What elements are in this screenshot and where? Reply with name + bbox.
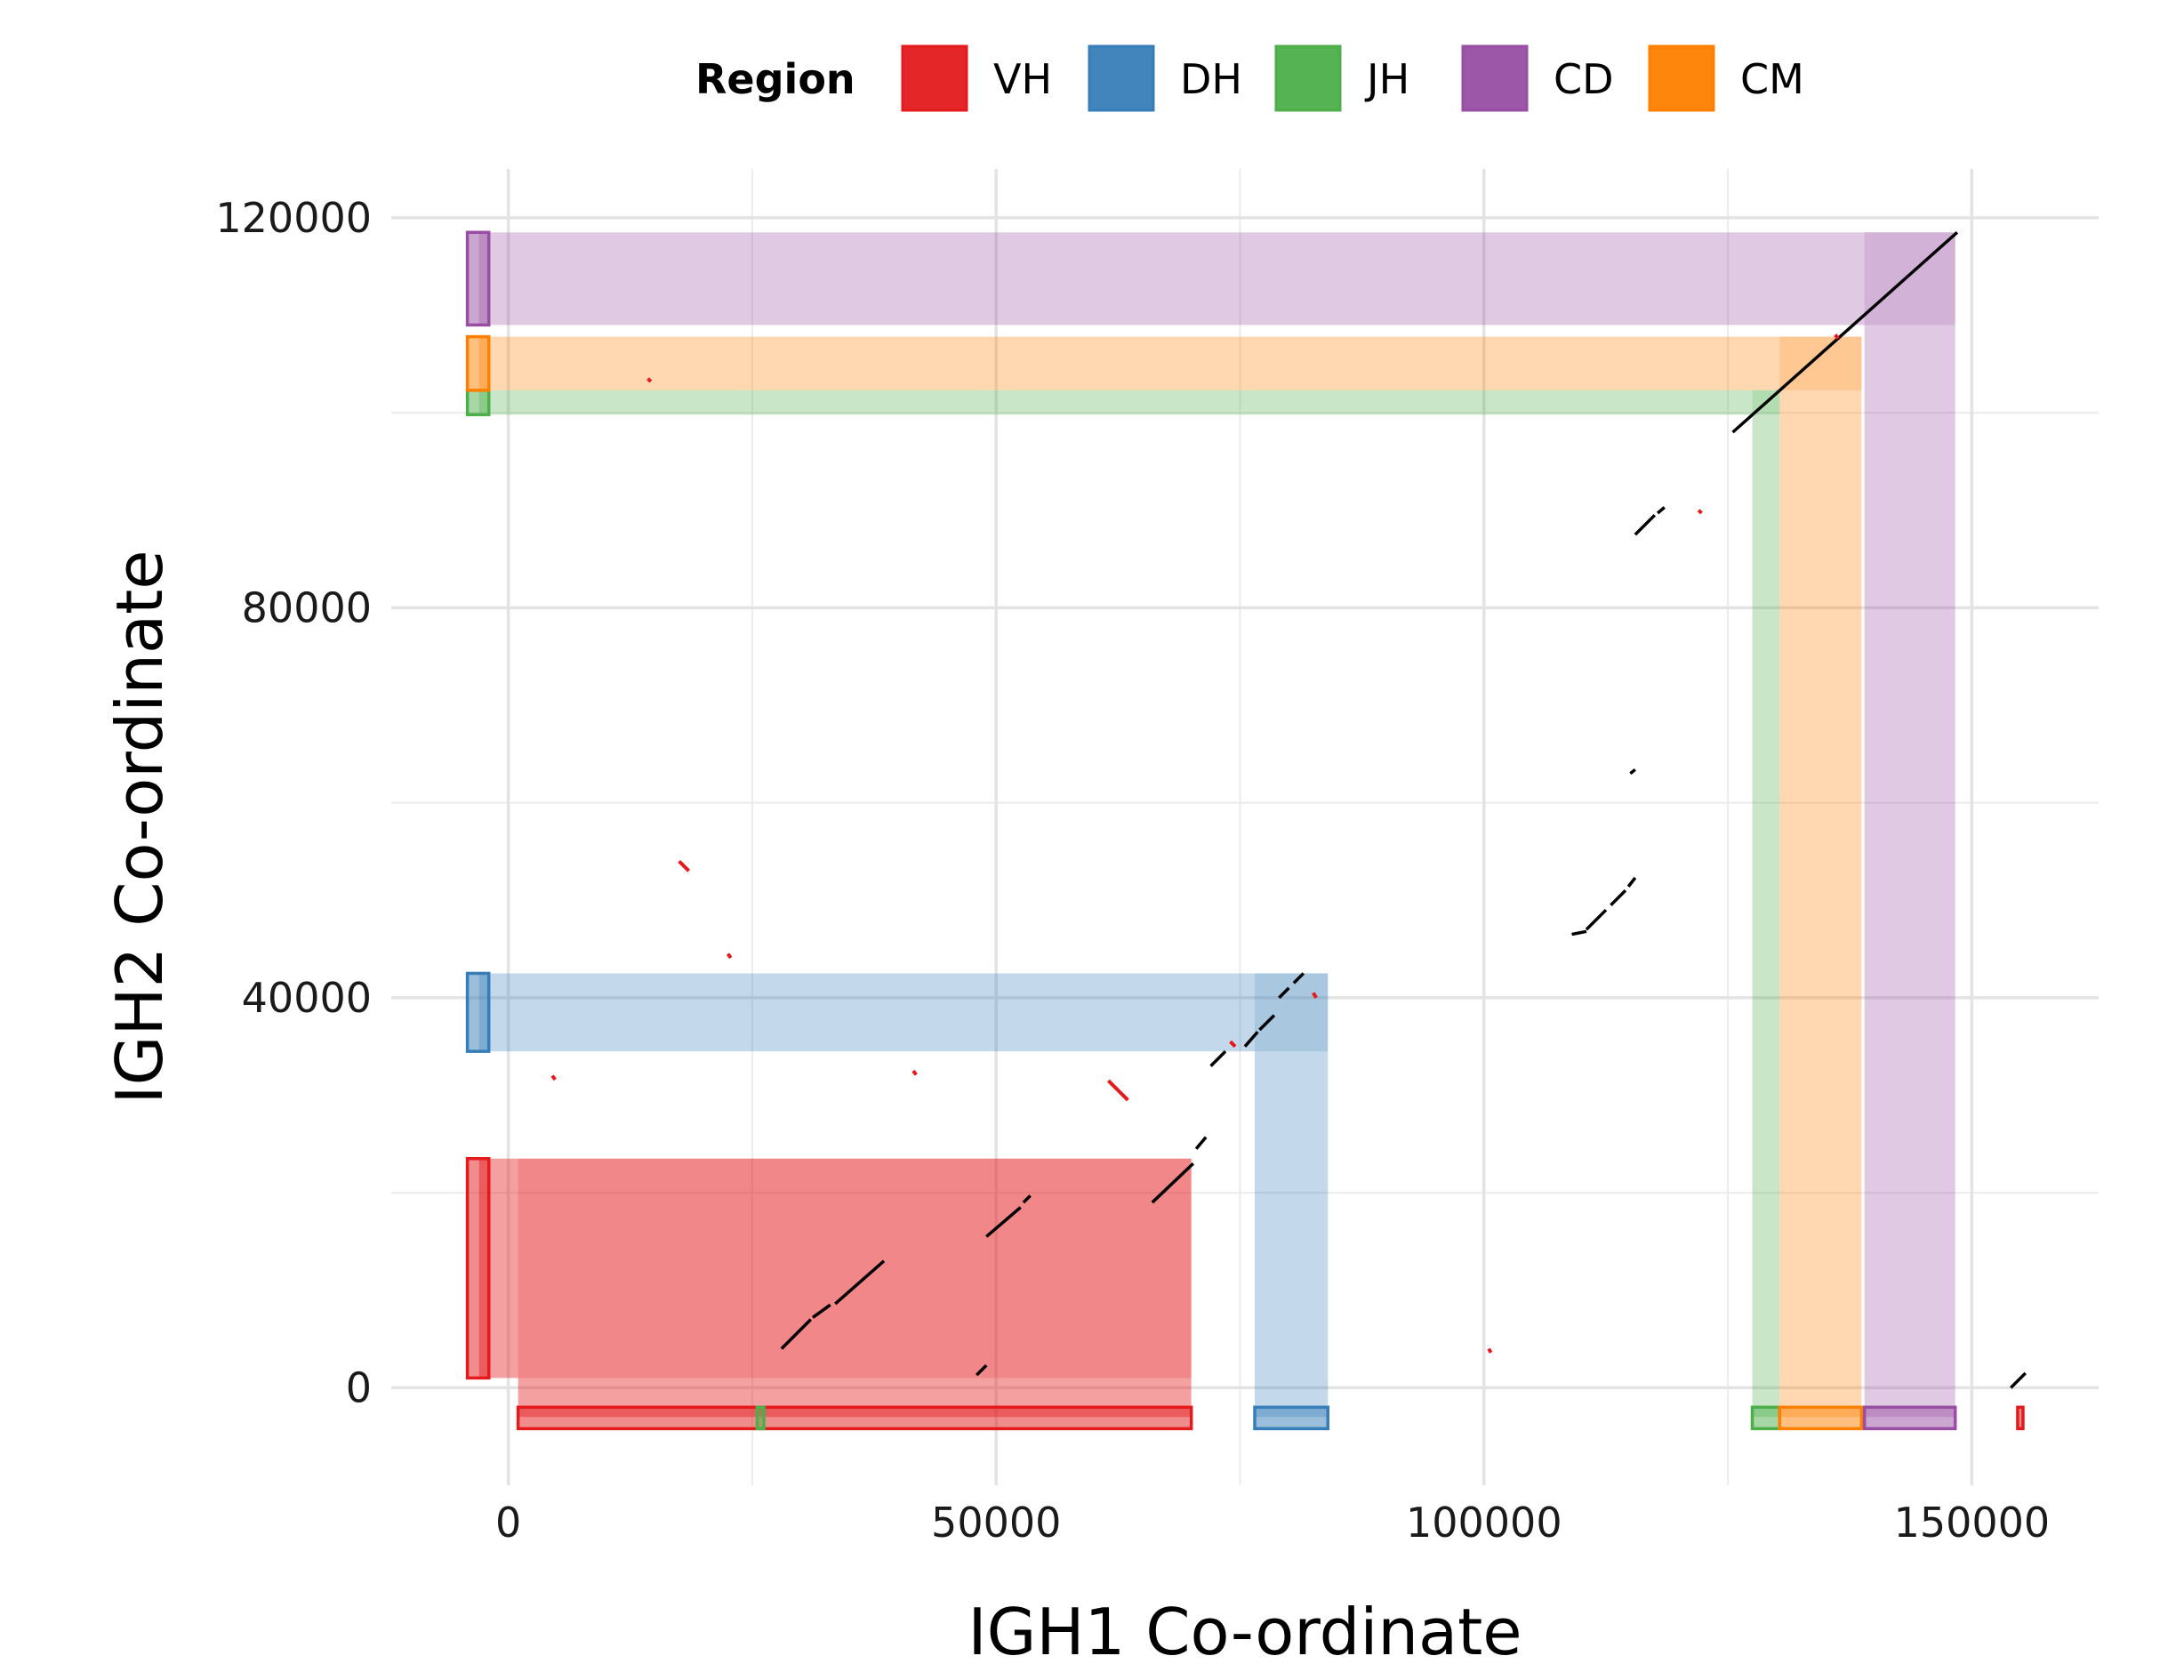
forward-alignment (976, 1363, 988, 1377)
band-vertical-jh (1752, 414, 1780, 1418)
track-igh2-vh (465, 1156, 491, 1380)
grid (391, 169, 2099, 1485)
legend-label-jh: JH (1364, 55, 1409, 103)
reverse-alignment (1229, 1040, 1237, 1049)
reverse-alignment (678, 859, 691, 872)
legend-label-vh: VH (993, 55, 1052, 103)
legend-key-cd (1461, 44, 1529, 112)
region-overlaps (518, 232, 1955, 1379)
forward-alignment (1258, 1014, 1276, 1032)
y-tick-label: 80000 (242, 583, 372, 631)
region-overlap-dh (1254, 973, 1329, 1052)
x-axis-ticks: 0 50000 100000 150000 (495, 1499, 2050, 1547)
legend-title: Region (695, 55, 855, 103)
forward-alignment (780, 1318, 813, 1350)
reverse-alignment (1834, 334, 1840, 340)
forward-alignment (1629, 768, 1636, 776)
reverse-alignment (1312, 992, 1318, 999)
forward-alignment (1278, 986, 1290, 1000)
legend-key-vh (901, 44, 968, 112)
forward-alignment (1292, 972, 1305, 985)
forward-alignment (1634, 513, 1657, 536)
band-horizontal-vh (478, 1158, 1192, 1379)
forward-alignment (1585, 908, 1608, 931)
reverse-alignment (550, 1074, 557, 1081)
region-bands (478, 232, 1955, 1418)
x-tick-label: 50000 (931, 1499, 1061, 1547)
alignment-segments (550, 230, 2027, 1389)
forward-alignment (834, 1259, 886, 1306)
track-igh1-cm (1778, 1405, 1864, 1431)
track-igh2-jh (465, 389, 491, 417)
reverse-alignment (911, 1069, 918, 1076)
reverse-alignment (1487, 1347, 1493, 1354)
y-tick-label: 40000 (242, 974, 372, 1022)
legend-label-cd: CD (1554, 55, 1614, 103)
x-axis-title: IGH1 Co-ordinate (968, 1595, 1522, 1669)
forward-alignment (1571, 929, 1587, 936)
reverse-alignment (646, 377, 653, 383)
track-igh1-cd (1862, 1405, 1957, 1431)
y-axis-ticks: 0 40000 80000 120000 (215, 194, 372, 1412)
forward-alignment (2010, 1371, 2027, 1389)
legend: Region VH DH JH CD CM (695, 44, 1804, 112)
y-axis-title: IGH2 Co-ordinate (102, 550, 177, 1104)
legend-key-dh (1088, 44, 1155, 112)
forward-alignment (1151, 1162, 1195, 1204)
reverse-alignment (726, 953, 733, 960)
y-tick-label: 120000 (215, 194, 372, 242)
legend-label-cm: CM (1740, 55, 1804, 103)
reverse-alignment (1106, 1079, 1129, 1102)
forward-alignment (811, 1303, 831, 1319)
forward-alignment (1610, 889, 1627, 906)
forward-alignment (1731, 230, 1959, 434)
track-igh1-vh (2016, 1405, 2025, 1431)
band-horizontal-cm (478, 336, 1862, 390)
track-igh2-cd (465, 230, 491, 327)
track-igh1-jh (755, 1405, 766, 1431)
forward-alignment (1243, 1031, 1259, 1048)
legend-key-cm (1648, 44, 1715, 112)
x-tick-label: 100000 (1406, 1499, 1562, 1547)
band-horizontal-dh (478, 973, 1329, 1052)
band-vertical-dh (1254, 1051, 1329, 1418)
forward-alignment (1194, 1136, 1208, 1150)
region-tracks (465, 230, 2025, 1431)
track-igh1-vh (516, 1405, 1193, 1431)
track-igh1-jh (1750, 1405, 1781, 1431)
reverse-alignment (1697, 509, 1703, 515)
band-vertical-cm (1779, 390, 1862, 1418)
band-horizontal-cd (478, 232, 1955, 326)
forward-alignment (985, 1206, 1022, 1238)
forward-alignment (1656, 506, 1666, 515)
forward-alignment (1626, 876, 1637, 888)
region-overlap-cm (1779, 336, 1862, 390)
band-vertical-cd (1864, 325, 1955, 1418)
track-igh2-dh (465, 971, 491, 1053)
forward-alignment (1209, 1049, 1227, 1067)
legend-key-jh (1274, 44, 1342, 112)
legend-label-dh: DH (1180, 55, 1242, 103)
y-tick-label: 0 (346, 1363, 372, 1411)
region-overlap-vh (518, 1158, 1192, 1379)
forward-alignment (1022, 1194, 1032, 1204)
track-igh2-cm (465, 334, 491, 392)
track-igh1-dh (1253, 1405, 1330, 1431)
band-horizontal-jh (478, 390, 1780, 415)
x-tick-label: 0 (495, 1499, 521, 1547)
x-tick-label: 150000 (1894, 1499, 2051, 1547)
